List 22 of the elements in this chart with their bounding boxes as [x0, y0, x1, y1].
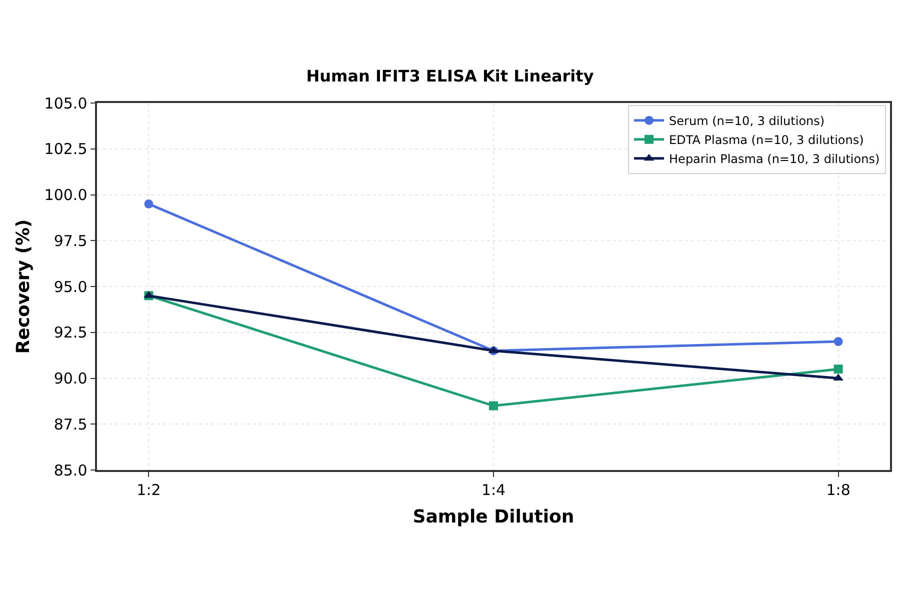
legend-label: EDTA Plasma (n=10, 3 dilutions) [669, 133, 864, 148]
legend-label: Heparin Plasma (n=10, 3 dilutions) [669, 152, 880, 166]
point [834, 364, 843, 374]
x-tick-label: 1:2 [136, 480, 161, 499]
point [834, 337, 843, 346]
y-tick-label: 100.0 [44, 186, 88, 204]
y-tick-label: 92.5 [54, 324, 88, 342]
x-tick-label: 1:4 [481, 480, 506, 499]
y-tick-label: 85.0 [54, 461, 88, 480]
y-tick-label: 95.0 [54, 278, 88, 296]
y-tick-label: 87.5 [54, 415, 88, 434]
y-axis-title: Recovery (%) [12, 219, 34, 354]
point [144, 199, 154, 208]
y-tick-label: 102.5 [44, 140, 88, 158]
point [489, 401, 498, 410]
chart-title: Human IFIT3 ELISA Kit Linearity [306, 66, 594, 86]
x-axis-title: Sample Dilution [412, 506, 574, 528]
y-tick-label: 97.5 [54, 232, 88, 250]
legend-label: Serum (n=10, 3 dilutions) [669, 114, 825, 128]
y-tick-label: 90.0 [54, 370, 88, 388]
y-tick-label: 105.0 [44, 94, 88, 112]
x-tick-label: 1:8 [826, 480, 850, 499]
